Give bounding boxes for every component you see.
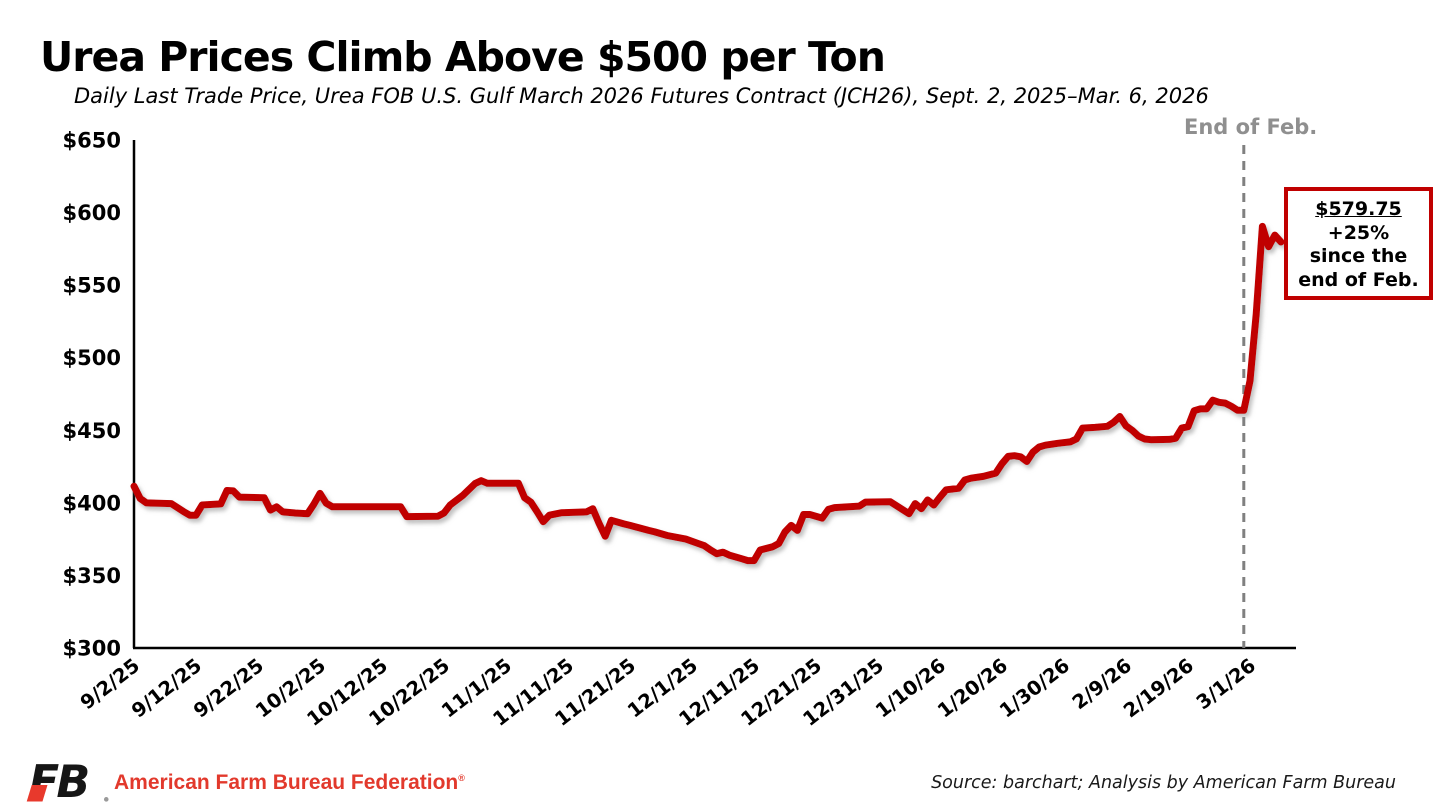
y-tick-label: $300 [63, 637, 121, 661]
x-tick-label: 1/30/26 [995, 654, 1074, 723]
y-axis-labels: $300 $350 $400 $450 $500 $550 $600 $650 [63, 129, 121, 661]
urea-price-series [130, 222, 1285, 565]
y-tick-label: $500 [63, 346, 121, 370]
chart-subtitle: Daily Last Trade Price, Urea FOB U.S. Gu… [74, 84, 1209, 108]
reg-mark: ® [458, 773, 465, 783]
y-tick-label: $600 [63, 201, 121, 225]
axes [132, 140, 1296, 650]
callout-text-line3: since the [1309, 245, 1408, 267]
page-title: Urea Prices Climb Above $500 per Ton [40, 33, 886, 81]
y-tick-label: $450 [63, 419, 121, 443]
y-tick-label: $350 [63, 564, 121, 588]
afbf-org-name: American Farm Bureau Federation® [114, 771, 465, 794]
afbf-logo-reg-dot [103, 797, 109, 802]
source-note: Source: barchart; Analysis by American F… [931, 773, 1396, 793]
x-tick-label: 3/1/26 [1192, 654, 1260, 714]
afbf-logo: FB [26, 757, 109, 804]
callout-text-line4: end of Feb. [1298, 268, 1419, 291]
callout-price: $579.75 [1315, 198, 1402, 220]
y-tick-label: $400 [63, 491, 121, 515]
y-tick-label: $550 [63, 274, 121, 298]
x-tick-label: 2/19/26 [1119, 654, 1198, 723]
callout-box: $579.75 +25% since the end of Feb. [1284, 187, 1433, 300]
afbf-logo-red-accent [26, 785, 48, 802]
end-of-feb-label: End of Feb. [1184, 115, 1318, 139]
y-tick-label: $650 [63, 129, 121, 153]
price-line [130, 222, 1285, 565]
x-axis-labels: 9/2/259/12/259/22/2510/2/2510/12/2510/22… [76, 654, 1260, 731]
callout-pct-change: +25% [1327, 221, 1390, 244]
